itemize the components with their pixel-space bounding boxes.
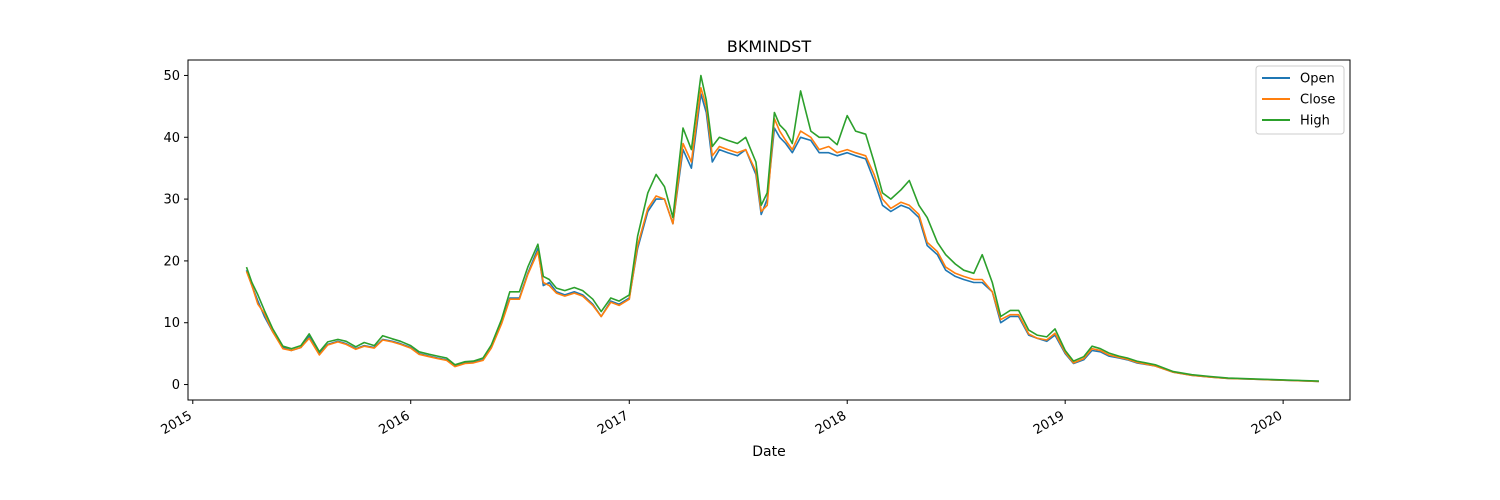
y-tick-label: 30 (163, 193, 180, 208)
legend-box (1255, 65, 1345, 135)
y-tick-label: 0 (172, 378, 180, 393)
y-tick-label: 20 (163, 254, 180, 269)
x-tick-label: 2018 (813, 408, 849, 438)
x-tick-label: 2017 (595, 408, 631, 438)
y-tick-label: 10 (163, 316, 180, 331)
x-axis-title: Date (752, 444, 785, 460)
legend: Open Close High (1255, 65, 1345, 135)
series-layer (245, 74, 1319, 383)
y-axis-ticks: 0 10 20 30 40 50 (163, 69, 188, 393)
plot-frame (187, 59, 1351, 401)
y-tick-label: 40 (163, 131, 180, 146)
legend-label-open: Open (1300, 72, 1335, 87)
series-line-close (245, 87, 1319, 383)
series-line-high (245, 74, 1319, 382)
x-tick-label: 2016 (377, 408, 413, 438)
x-tick-label: 2019 (1031, 408, 1067, 438)
x-tick-label: 2020 (1249, 408, 1285, 438)
legend-label-high: High (1300, 114, 1330, 129)
y-tick-label: 50 (163, 69, 180, 84)
x-tick-label: 2015 (159, 408, 195, 438)
chart-title: BKMINDST (727, 37, 811, 56)
legend-label-close: Close (1300, 93, 1335, 108)
x-axis-ticks: 2015 2016 2017 2018 2019 2020 (159, 400, 1285, 438)
